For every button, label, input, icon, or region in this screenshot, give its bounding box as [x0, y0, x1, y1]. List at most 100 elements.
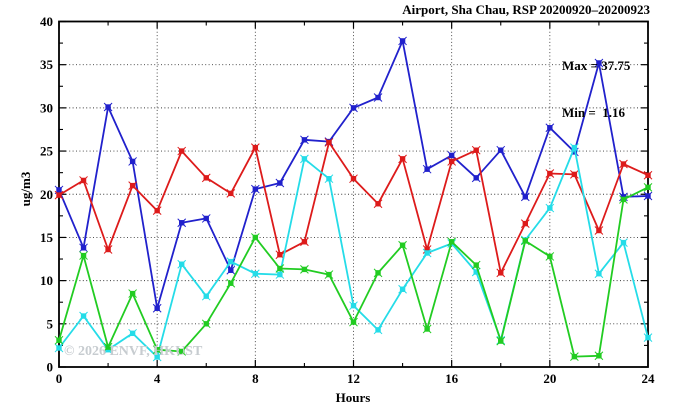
y-tick-label: 5: [47, 316, 54, 331]
series-blue-marker-cross: [496, 145, 506, 155]
series-cyan-marker-cross: [201, 291, 211, 301]
series-red-marker-cross: [275, 250, 285, 260]
series-cyan-marker-cross: [570, 143, 579, 152]
series-green-marker-cross: [471, 260, 481, 270]
series-green-marker-cross: [496, 336, 506, 346]
series-green-marker-cross: [373, 268, 383, 278]
series-blue-marker-cross: [373, 93, 383, 102]
series-green-marker-cross: [201, 319, 211, 329]
series-cyan-marker-cross: [349, 301, 358, 311]
series-cyan-marker-cross: [324, 174, 334, 184]
series-green-marker-cross: [79, 251, 88, 260]
series-blue-marker-cross: [250, 184, 260, 194]
series-red-marker-cross: [201, 173, 211, 183]
series-cyan-marker-cross: [300, 154, 309, 164]
series-red-marker-cross: [152, 206, 162, 216]
series-green-marker-cross: [128, 289, 137, 298]
series-green-marker-cross: [250, 233, 260, 242]
series-red-marker-cross: [54, 190, 64, 200]
series-green-marker-cross: [545, 252, 555, 261]
series-red-marker-cross: [373, 199, 383, 209]
series-red-marker-cross: [128, 181, 137, 190]
y-tick-label: 0: [47, 360, 54, 375]
y-axis-label: ug/m3: [18, 171, 33, 207]
max-min-annotation: Max = 37.75 Min = 1.16: [562, 27, 630, 151]
series-red-marker-cross: [545, 169, 555, 178]
y-tick-label: 10: [40, 273, 53, 288]
watermark: © 2026 ENVF, HKUST: [64, 344, 203, 359]
series-cyan-marker-cross: [226, 257, 236, 266]
x-tick-label: 8: [252, 371, 259, 386]
series-blue-marker-cross: [545, 123, 555, 133]
series-blue-marker-cross: [520, 192, 530, 202]
series-cyan-marker-cross: [275, 270, 285, 279]
series-red-marker-cross: [226, 189, 236, 198]
series-blue-marker-cross: [349, 103, 358, 113]
series-green-marker-cross: [177, 347, 187, 356]
series-red-marker-cross: [570, 170, 579, 179]
series-red-marker-cross: [643, 170, 653, 180]
y-tick-label: 40: [40, 14, 53, 29]
series-blue-marker-cross: [471, 173, 481, 183]
series-cyan-marker-cross: [373, 325, 383, 335]
series-blue-marker-cross: [275, 178, 285, 188]
series-cyan-marker-cross: [619, 238, 628, 247]
min-annotation: Min = 1.16: [562, 104, 626, 120]
x-axis-label: Hours: [335, 390, 371, 405]
series-green-marker-cross: [594, 351, 604, 361]
series-blue-marker-cross: [643, 191, 653, 201]
series-red-marker-cross: [496, 268, 506, 278]
x-tick-label: 4: [154, 371, 161, 386]
series-blue-marker-cross: [79, 243, 88, 253]
x-tick-label: 20: [543, 371, 556, 386]
max-annotation: Max = 37.75: [562, 58, 631, 73]
series-green-marker-cross: [275, 264, 285, 273]
series-cyan-marker-cross: [422, 248, 432, 258]
series-cyan-marker-cross: [152, 352, 162, 362]
series-blue-marker-cross: [594, 58, 604, 68]
series-green-marker-cross: [324, 270, 334, 279]
y-tick-label: 30: [40, 100, 53, 115]
series-blue-marker-cross: [300, 135, 309, 145]
series-green-marker-cross: [349, 317, 358, 327]
series-blue-marker-cross: [152, 303, 162, 313]
series-cyan-marker-cross: [128, 328, 137, 338]
series-cyan-marker-cross: [471, 267, 481, 277]
series-red-marker-cross: [398, 154, 407, 164]
series-red-marker-cross: [300, 237, 309, 247]
series-green-marker-cross: [152, 345, 162, 355]
series-blue-marker-cross: [226, 265, 236, 275]
y-tick-label: 35: [40, 57, 54, 72]
series-cyan-marker-cross: [79, 311, 88, 321]
series-red-marker-cross: [471, 145, 481, 155]
series-green-marker-cross: [54, 335, 64, 345]
y-tick-label: 15: [40, 230, 54, 245]
series-green-marker-cross: [447, 237, 457, 247]
series-green-marker-cross: [300, 265, 309, 274]
x-tick-label: 16: [445, 371, 459, 386]
series-blue-marker-cross: [398, 36, 407, 46]
series-red-marker-cross: [324, 138, 334, 147]
series-red-marker-cross: [619, 159, 628, 169]
series-red-marker-cross: [103, 245, 113, 254]
series-green-marker-cross: [226, 278, 236, 288]
x-tick-label: 24: [642, 371, 656, 386]
series-red-marker-cross: [79, 176, 88, 185]
series-green-marker-cross: [398, 240, 407, 250]
series-cyan-marker-cross: [398, 284, 407, 294]
series-red-marker-cross: [594, 226, 604, 235]
series-green-marker-cross: [619, 195, 628, 204]
series-blue-marker-cross: [177, 218, 187, 228]
series-red-marker-cross: [520, 219, 530, 228]
series-cyan-marker-cross: [54, 343, 64, 353]
series-green-marker-cross: [570, 352, 579, 361]
series-red-marker-cross: [177, 146, 187, 156]
series-green-marker-cross: [520, 236, 530, 246]
series-blue-marker-cross: [422, 164, 432, 174]
x-tick-label: 12: [347, 371, 360, 386]
series-red-marker-cross: [349, 174, 358, 184]
series-green-marker-cross: [643, 182, 653, 192]
series-cyan-marker-cross: [177, 259, 187, 269]
